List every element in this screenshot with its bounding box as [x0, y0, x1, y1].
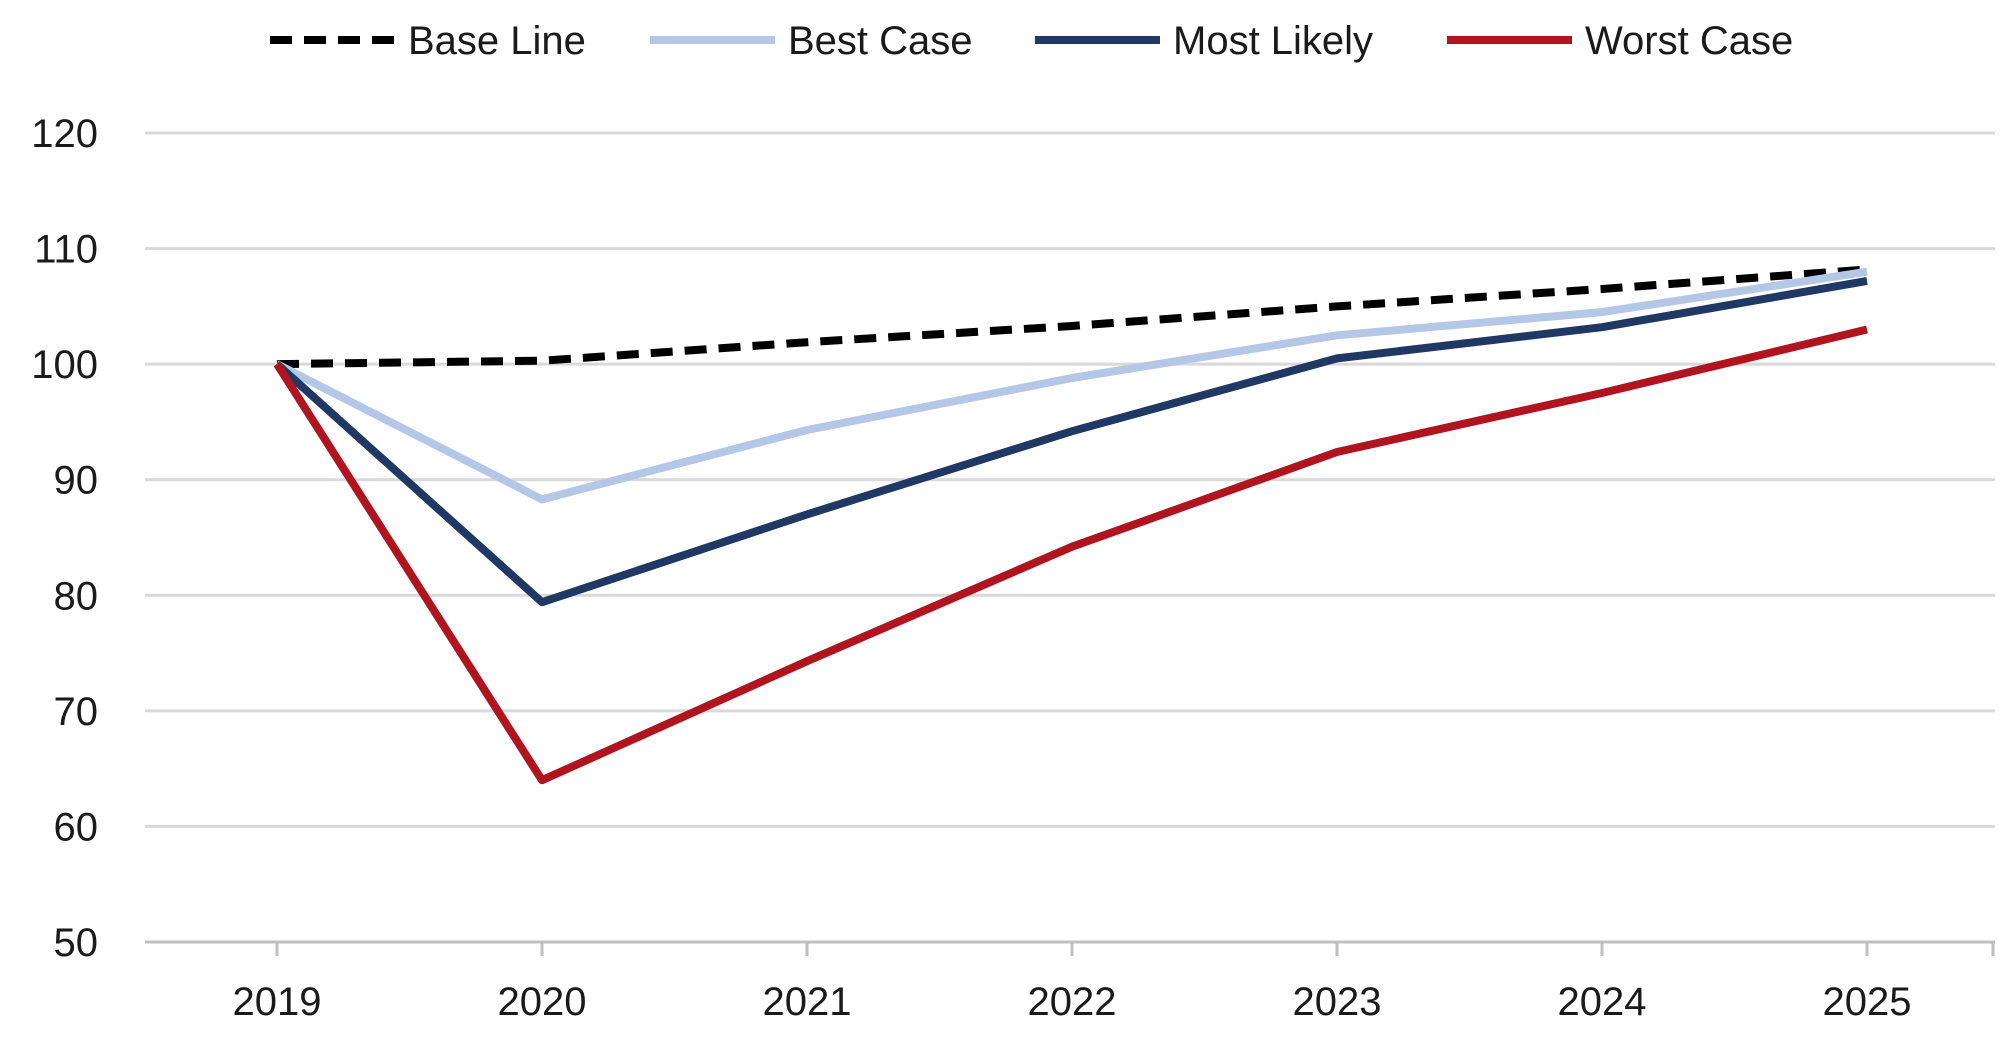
legend-label: Most Likely	[1173, 19, 1373, 63]
x-tick-label: 2022	[1028, 980, 1117, 1024]
series-line-worst-case	[273, 325, 1868, 785]
x-tick-label: 2025	[1823, 980, 1912, 1024]
series-line-base-line	[276, 265, 1868, 369]
x-tick-label: 2019	[233, 980, 322, 1024]
x-axis: 2019 2020 2021 2022 2023 2024 2025	[233, 942, 1995, 1024]
legend: Base Line Best Case Most Likely Worst Case	[270, 19, 1793, 63]
legend-label: Best Case	[788, 19, 973, 63]
series-line-most-likely	[274, 276, 1868, 607]
y-tick-label: 60	[54, 805, 99, 849]
x-tick-label: 2023	[1293, 980, 1382, 1024]
legend-label: Worst Case	[1585, 19, 1793, 63]
series-lines	[273, 265, 1868, 785]
y-axis: 50 60 70 80 90 100 110 120	[31, 112, 98, 965]
y-tick-label: 110	[34, 228, 98, 272]
legend-item-most-likely: Most Likely	[1035, 19, 1373, 63]
legend-item-worst-case: Worst Case	[1447, 19, 1793, 63]
y-tick-label: 50	[54, 921, 99, 965]
y-tick-label: 100	[31, 343, 98, 387]
legend-label: Base Line	[408, 19, 586, 63]
x-tick-label: 2021	[763, 980, 852, 1024]
y-tick-label: 80	[54, 574, 99, 618]
legend-item-base-line: Base Line	[270, 19, 586, 63]
gridlines	[145, 131, 1995, 944]
y-tick-label: 90	[54, 459, 99, 503]
x-tick-label: 2024	[1558, 980, 1647, 1024]
legend-item-best-case: Best Case	[650, 19, 973, 63]
x-tick-label: 2020	[498, 980, 587, 1024]
series-line-best-case	[275, 267, 1868, 504]
y-tick-label: 70	[54, 690, 99, 734]
y-tick-label: 120	[31, 112, 98, 156]
